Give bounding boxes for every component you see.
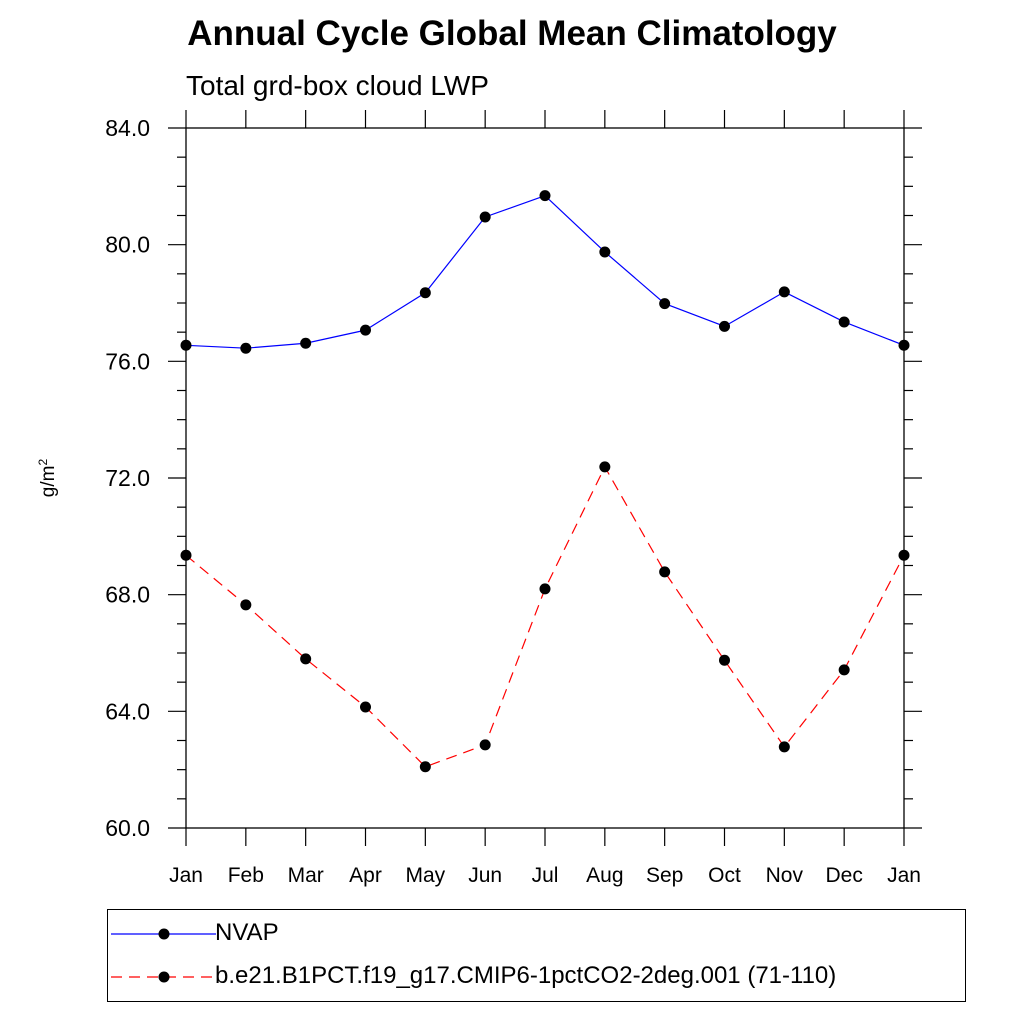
- data-point-series-0: [539, 190, 551, 202]
- y-tick-label: 60.0: [105, 815, 150, 841]
- data-point-series-1: [778, 741, 790, 753]
- x-tick-label: Jun: [468, 864, 502, 887]
- x-tick-label: Jan: [169, 864, 203, 887]
- y-axis-label-base: g/m: [38, 465, 60, 498]
- legend: NVAP b.e21.B1PCT.f19_g17.CMIP6-1pctCO2-2…: [107, 909, 966, 1002]
- data-point-series-1: [240, 599, 252, 611]
- data-point-series-1: [719, 654, 730, 666]
- data-point-series-0: [778, 286, 790, 298]
- legend-item-model: b.e21.B1PCT.f19_g17.CMIP6-1pctCO2-2deg.0…: [108, 961, 965, 993]
- data-point-series-1: [898, 549, 910, 561]
- x-tick-label: May: [405, 864, 445, 887]
- x-tick-label: Mar: [288, 864, 324, 887]
- x-tick-label: Jul: [532, 864, 559, 887]
- legend-swatch-model: [111, 971, 216, 983]
- x-tick-label: Oct: [708, 864, 741, 887]
- legend-label-model: b.e21.B1PCT.f19_g17.CMIP6-1pctCO2-2deg.0…: [215, 962, 837, 989]
- y-tick-label: 80.0: [105, 232, 150, 258]
- x-tick-label: Sep: [646, 864, 683, 887]
- y-tick-label: 64.0: [105, 698, 150, 724]
- x-tick-label: Jan: [887, 864, 921, 887]
- y-tick-label: 72.0: [105, 465, 150, 491]
- y-axis-label: g/m2: [36, 459, 60, 497]
- data-point-series-0: [479, 211, 491, 223]
- plot-frame: [185, 127, 905, 829]
- legend-item-nvap: NVAP: [108, 918, 965, 950]
- x-tick-label: Apr: [349, 864, 382, 887]
- data-point-series-1: [659, 566, 671, 578]
- data-point-series-0: [419, 287, 431, 299]
- data-point-series-1: [479, 739, 491, 751]
- data-point-series-0: [240, 342, 252, 354]
- legend-swatch-nvap: [111, 928, 216, 940]
- series-group: [180, 190, 910, 773]
- x-tick-label: Aug: [586, 864, 623, 887]
- x-tick-label: Dec: [825, 864, 862, 887]
- data-point-series-0: [838, 316, 850, 328]
- x-tick-label: Feb: [228, 864, 264, 887]
- data-point-series-1: [838, 664, 850, 676]
- data-point-series-0: [659, 298, 671, 310]
- data-point-series-0: [898, 339, 910, 351]
- y-tick-labels: 60.0 64.0 68.0 72.0 76.0 80.0 84.0: [105, 115, 150, 841]
- axis-ticks: [168, 110, 922, 846]
- chart-subtitle: Total grd-box cloud LWP: [186, 70, 489, 101]
- x-tick-label: Nov: [766, 864, 804, 887]
- legend-label-nvap: NVAP: [215, 919, 279, 946]
- data-point-series-1: [419, 761, 431, 773]
- data-point-series-1: [180, 549, 192, 561]
- data-point-series-1: [360, 701, 371, 713]
- y-tick-label: 68.0: [105, 582, 150, 608]
- data-point-series-0: [360, 324, 371, 336]
- series-line-1: [185, 465, 905, 768]
- data-point-series-0: [599, 246, 611, 258]
- y-axis-label-exponent: 2: [35, 458, 50, 466]
- y-tick-label: 84.0: [105, 115, 150, 141]
- y-tick-label: 76.0: [105, 348, 150, 374]
- data-point-series-0: [180, 339, 192, 351]
- x-tick-labels: Jan Feb Mar Apr May Jun Jul Aug Sep Oct Nov Dec Jan: [169, 864, 921, 887]
- data-point-series-1: [539, 583, 551, 595]
- data-point-series-1: [599, 461, 611, 473]
- data-point-series-0: [300, 337, 312, 349]
- data-point-series-0: [719, 320, 730, 332]
- chart-title: Annual Cycle Global Mean Climatology: [187, 14, 837, 53]
- series-line-0: [185, 194, 905, 349]
- data-point-series-1: [300, 653, 312, 665]
